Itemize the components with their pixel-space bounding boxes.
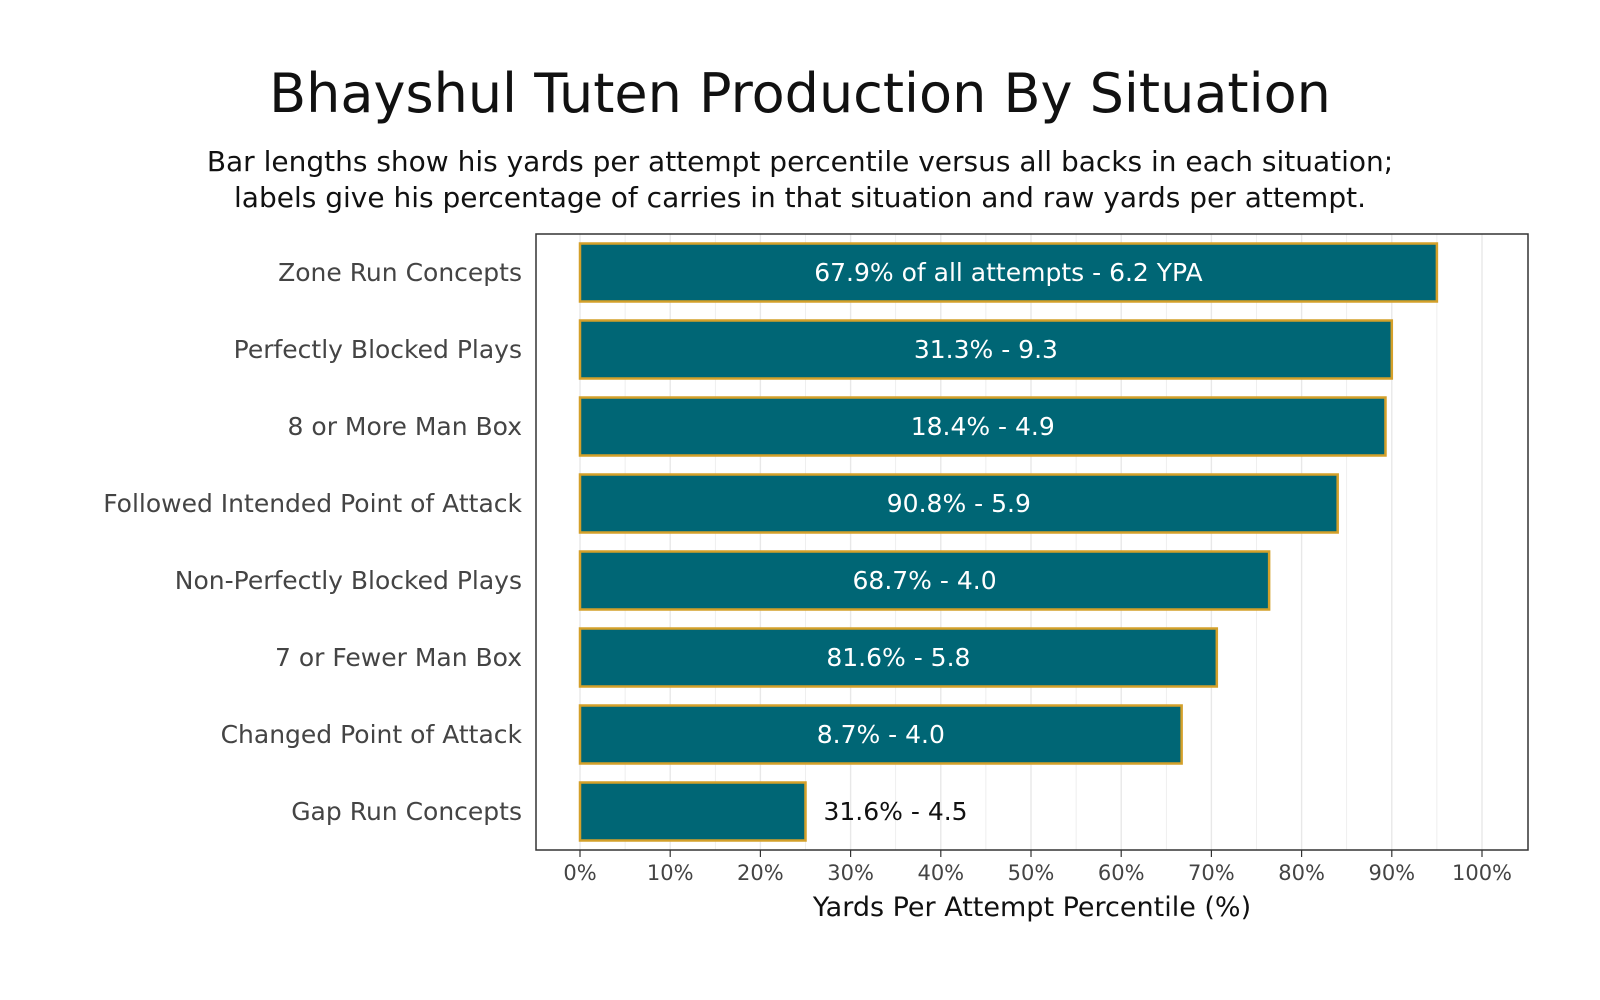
bar-data-label: 18.4% - 4.9 <box>911 412 1055 441</box>
bar-data-label: 31.3% - 9.3 <box>914 335 1058 364</box>
bar-data-label: 68.7% - 4.0 <box>853 566 997 595</box>
bar <box>578 319 1394 380</box>
bar <box>578 550 1271 611</box>
bar-data-label: 81.6% - 5.8 <box>826 643 970 672</box>
bar-data-label: 67.9% of all attempts - 6.2 YPA <box>814 258 1202 287</box>
bar-data-label: 90.8% - 5.9 <box>887 489 1031 518</box>
bar <box>578 473 1339 534</box>
subtitle-line-2: labels give his percentage of carries in… <box>234 181 1366 214</box>
chart-title: Bhayshul Tuten Production By Situation <box>269 62 1331 125</box>
category-label: Gap Run Concepts <box>291 797 522 826</box>
x-tick-label: 10% <box>647 861 694 885</box>
chart-subtitle: Bar lengths show his yards per attempt p… <box>0 144 1600 216</box>
x-tick-label: 80% <box>1278 861 1325 885</box>
x-tick-label: 40% <box>917 861 964 885</box>
category-label: 7 or Fewer Man Box <box>275 643 522 672</box>
bar <box>578 627 1219 688</box>
bar-data-label: 8.7% - 4.0 <box>817 720 945 749</box>
x-axis-ticks: 0% 10% 20% 30% 40% 50% 60% 70% 80% 90% 100% <box>563 850 1512 885</box>
x-tick-label: 20% <box>737 861 784 885</box>
bar <box>578 781 807 842</box>
category-label: Non-Perfectly Blocked Plays <box>175 566 522 595</box>
plot-panel-border <box>535 233 1529 851</box>
x-tick-label: 30% <box>827 861 874 885</box>
category-label: Changed Point of Attack <box>221 720 523 749</box>
bar <box>578 396 1387 457</box>
category-label: 8 or More Man Box <box>288 412 522 441</box>
x-tick-label: 70% <box>1188 861 1235 885</box>
x-tick-label: 50% <box>1008 861 1055 885</box>
subtitle-line-1: Bar lengths show his yards per attempt p… <box>206 145 1394 178</box>
category-labels: Zone Run Concepts Perfectly Blocked Plays… <box>103 258 522 826</box>
x-tick-label: 90% <box>1368 861 1415 885</box>
x-tick-label: 0% <box>563 861 596 885</box>
x-axis-label: Yards Per Attempt Percentile (%) <box>812 892 1251 923</box>
bar <box>578 242 1439 303</box>
x-tick-label: 100% <box>1452 861 1512 885</box>
x-tick-label: 60% <box>1098 861 1145 885</box>
category-label: Zone Run Concepts <box>278 258 522 287</box>
bar-data-label: 31.6% - 4.5 <box>824 797 968 826</box>
category-label: Followed Intended Point of Attack <box>103 489 522 518</box>
category-label: Perfectly Blocked Plays <box>234 335 522 364</box>
bar <box>578 704 1183 765</box>
bars: 67.9% of all attempts - 6.2 YPA 31.3% - 9… <box>578 242 1439 842</box>
